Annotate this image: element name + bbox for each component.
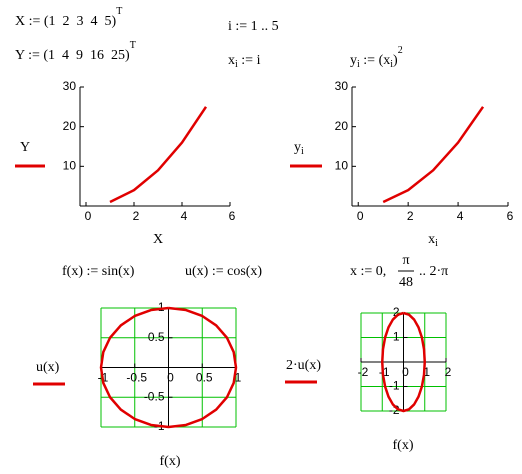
x-tick-label: 2 [407,209,414,223]
fraction-num: π [402,253,409,268]
curve [109,106,208,204]
y-tick-label: -1 [389,379,400,393]
eq-text: Y := (1 4 9 16 25) [15,48,130,63]
equation-yi: yi := (xi)2 [350,45,403,70]
x-tick-label: 6 [507,209,514,223]
x-tick-label: 6 [229,209,236,223]
equation-range: .. 2·π [419,264,448,279]
y-tick-label: 1 [393,330,400,344]
x-tick-label: 0 [85,209,92,223]
curve [99,306,238,429]
eq-text: x [228,53,235,68]
label-text: u(x) [36,360,60,375]
equation-y: Y := (1 4 9 16 25)T [15,40,136,63]
x-tick-label: 1 [235,371,242,385]
y-tick-label: 1 [158,300,165,314]
x-axis-label: f(x) [393,438,414,453]
y-tick-label: 2 [393,305,400,319]
y-axis-label: Y [20,140,30,155]
label-sub: i [435,238,438,249]
x-tick-label: -2 [358,365,369,379]
label-text: X [153,232,163,247]
x-tick-label: -1 [379,365,390,379]
label-text: x [428,232,435,247]
x-tick-label: 4 [457,209,464,223]
x-tick-label: 0 [402,365,409,379]
y-tick-label: 10 [335,159,349,173]
eq-sub: i [390,59,393,70]
equation-x: X := (1 2 3 4 5)T [15,6,122,29]
eq-sup: 2 [398,45,403,56]
eq-text: X := (1 2 3 4 5) [15,14,117,29]
y-tick-label: -0.5 [144,389,165,403]
curve [381,311,426,413]
label-sub: i [301,146,304,157]
eq-text: := i [238,53,261,68]
eq-text: := (x [360,53,390,68]
x-tick-label: 4 [181,209,188,223]
x-tick-label: 2 [445,365,452,379]
equation-xi: xi := i [228,53,261,70]
eq-sub: i [235,59,238,70]
label-text: 2·u(x) [286,358,321,373]
equation-f: f(x) := sin(x) [62,264,135,279]
equation-range: x := 0, [350,264,386,279]
y-axis-label: u(x) [36,360,60,375]
y-tick-label: 10 [63,159,77,173]
eq-text: ) [393,53,398,68]
x-tick-label: 0.5 [196,371,213,385]
y-tick-label: -2 [389,403,400,417]
x-axis-label: xi [428,232,438,249]
equation-i: i := 1 .. 5 [228,19,279,34]
equation-u: u(x) := cos(x) [185,264,262,279]
y-tick-label: 30 [63,79,77,93]
label-text: Y [20,140,30,155]
fraction-den: 48 [399,275,413,290]
x-tick-label: -0.5 [126,371,147,385]
y-tick-label: 20 [63,119,77,133]
x-tick-label: 2 [133,209,140,223]
x-tick-label: 0 [357,209,364,223]
label-text: f(x) [393,438,414,453]
eq-sup: T [130,40,136,51]
curve [382,106,485,204]
eq-sup: T [116,6,122,17]
x-tick-label: 0 [167,371,174,385]
eq-text: y [350,53,357,68]
x-axis-label: X [153,232,163,247]
y-tick-label: 30 [335,79,349,93]
label-text: f(x) [160,454,181,469]
label-text: y [294,140,301,155]
y-axis-label: 2·u(x) [286,358,321,373]
x-axis-label: f(x) [160,454,181,469]
y-tick-label: 0.5 [148,330,165,344]
y-tick-label: 20 [335,119,349,133]
y-axis-label: yi [294,140,304,157]
x-tick-label: 1 [423,365,430,379]
eq-sub: i [357,59,360,70]
